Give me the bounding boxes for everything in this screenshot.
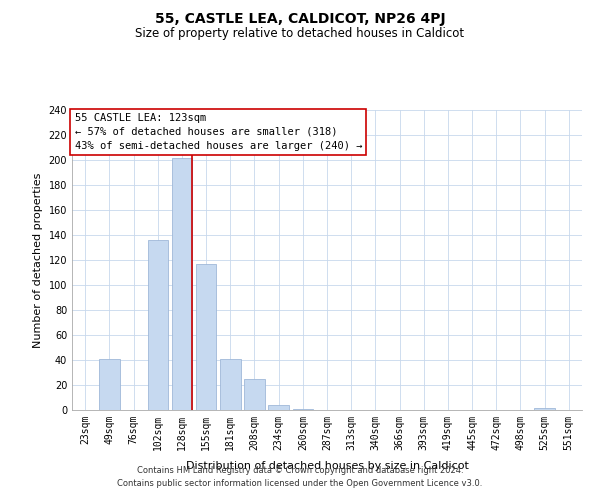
Bar [293,409,313,410]
Bar [220,359,241,410]
Y-axis label: Number of detached properties: Number of detached properties [33,172,43,348]
Text: Contains HM Land Registry data © Crown copyright and database right 2024.
Contai: Contains HM Land Registry data © Crown c… [118,466,482,487]
Bar [534,408,555,410]
X-axis label: Distribution of detached houses by size in Caldicot: Distribution of detached houses by size … [185,461,469,471]
Text: 55 CASTLE LEA: 123sqm
← 57% of detached houses are smaller (318)
43% of semi-det: 55 CASTLE LEA: 123sqm ← 57% of detached … [74,113,362,151]
Text: Size of property relative to detached houses in Caldicot: Size of property relative to detached ho… [136,28,464,40]
Bar [244,379,265,410]
Text: 55, CASTLE LEA, CALDICOT, NP26 4PJ: 55, CASTLE LEA, CALDICOT, NP26 4PJ [155,12,445,26]
Bar [268,405,289,410]
Bar [148,240,168,410]
Bar [172,158,192,410]
Bar [99,359,120,410]
Bar [196,264,217,410]
